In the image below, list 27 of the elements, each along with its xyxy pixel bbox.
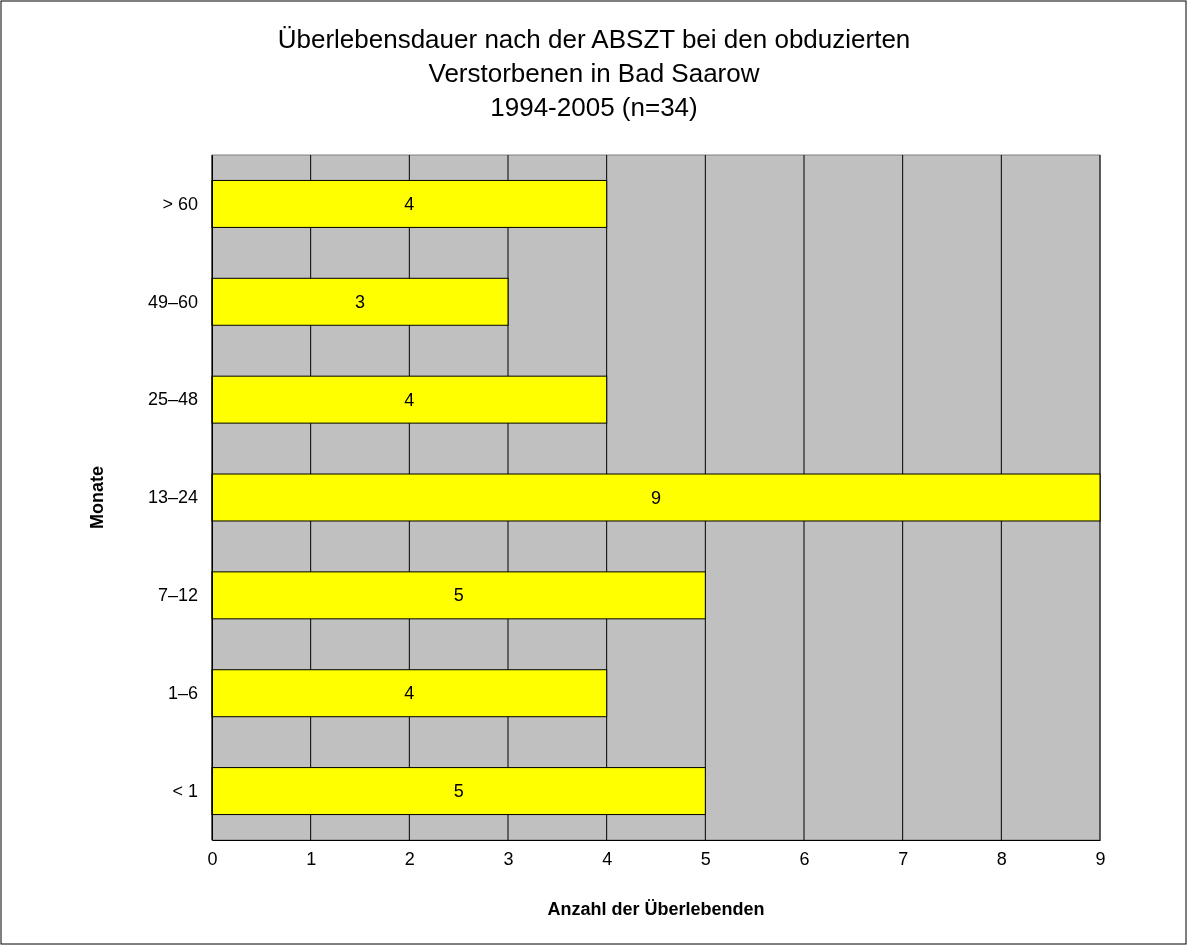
- data-label: 9: [650, 487, 662, 508]
- x-tick-label: 8: [996, 848, 1007, 869]
- x-tick-label: 6: [799, 848, 810, 869]
- data-label: 4: [404, 193, 415, 214]
- chart-title: Überlebensdauer nach der ABSZT bei den obduzierten Verstorbenen in Bad Saarow 1994-2005 (n=34): [277, 24, 911, 122]
- data-label: 4: [404, 389, 415, 410]
- x-tick-label: 4: [602, 848, 613, 869]
- x-tick-label: 3: [503, 848, 514, 869]
- x-tick-label: 5: [700, 848, 711, 869]
- data-label: 3: [354, 291, 366, 312]
- data-label: 5: [453, 781, 464, 802]
- y-tick-label: 7–12: [157, 585, 198, 606]
- y-tick-label: < 1: [172, 780, 198, 801]
- y-tick-label: 49–60: [147, 291, 198, 312]
- x-tick-label: 2: [404, 848, 415, 869]
- x-tick-label: 0: [207, 848, 218, 869]
- y-tick-label: > 60: [162, 193, 198, 214]
- x-tick-label: 1: [306, 848, 317, 869]
- y-tick-label: 13–24: [147, 487, 198, 508]
- x-axis-title: Anzahl der Überlebenden: [547, 899, 765, 919]
- y-axis-title: Monate: [87, 466, 107, 529]
- x-tick-label: 9: [1095, 848, 1106, 869]
- x-tick-label: 7: [898, 848, 909, 869]
- data-label: 5: [453, 585, 464, 606]
- y-tick-label: 25–48: [147, 389, 198, 410]
- y-tick-label: 1–6: [167, 682, 198, 703]
- data-label: 4: [404, 683, 415, 704]
